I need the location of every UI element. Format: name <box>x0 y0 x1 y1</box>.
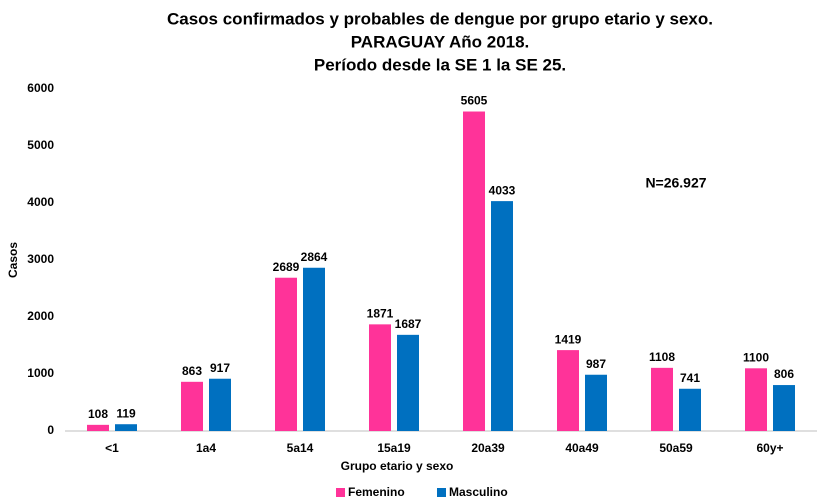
y-tick-label: 5000 <box>27 138 54 152</box>
y-axis-label: Casos <box>6 242 20 278</box>
bar <box>181 381 203 431</box>
bar <box>557 350 579 431</box>
y-tick-label: 6000 <box>27 81 54 95</box>
x-tick-label: 15a19 <box>377 441 411 455</box>
chart-title: Casos confirmados y probables de dengue … <box>167 9 713 28</box>
x-tick-label: 60y+ <box>756 441 783 455</box>
legend-label: Masculino <box>449 485 508 499</box>
data-label: 4033 <box>489 183 516 197</box>
bar <box>275 277 297 431</box>
data-label: 917 <box>210 361 230 375</box>
y-tick-label: 4000 <box>27 195 54 209</box>
bar <box>585 374 607 431</box>
data-label: 119 <box>116 406 136 420</box>
bar <box>679 388 701 431</box>
legend-label: Femenino <box>348 485 405 499</box>
x-tick-label: 50a59 <box>659 441 693 455</box>
bar <box>491 201 513 431</box>
x-tick-label: 40a49 <box>565 441 599 455</box>
bar <box>397 334 419 431</box>
legend-swatch <box>336 488 345 497</box>
data-label: 2864 <box>301 250 328 264</box>
data-label: 1687 <box>395 317 422 331</box>
bar <box>463 111 485 431</box>
annotation: N=26.927 <box>645 175 706 191</box>
bar <box>745 368 767 431</box>
data-label: 108 <box>88 407 108 421</box>
data-label: 806 <box>774 367 794 381</box>
bar <box>209 378 231 431</box>
bar <box>115 424 137 431</box>
data-label: 1419 <box>555 332 582 346</box>
x-tick-label: <1 <box>105 441 119 455</box>
x-tick-label: 5a14 <box>287 441 314 455</box>
data-label: 5605 <box>461 94 488 108</box>
chart-title: PARAGUAY Año 2018. <box>351 32 530 51</box>
data-label: 741 <box>680 371 700 385</box>
x-tick-label: 20a39 <box>471 441 505 455</box>
bar <box>773 385 795 431</box>
data-label: 1108 <box>649 350 675 364</box>
data-label: 1871 <box>367 307 394 321</box>
y-tick-label: 2000 <box>27 309 54 323</box>
data-label: 2689 <box>273 260 300 274</box>
bar <box>303 267 325 431</box>
legend-swatch <box>437 488 446 497</box>
bar <box>369 324 391 431</box>
bar <box>87 424 109 431</box>
chart-title: Período desde la SE 1 la SE 25. <box>314 55 566 74</box>
x-axis-label: Grupo etario y sexo <box>341 459 454 473</box>
y-tick-label: 1000 <box>27 366 54 380</box>
data-label: 1100 <box>743 350 769 364</box>
bar <box>651 367 673 431</box>
y-tick-label: 3000 <box>27 252 54 266</box>
y-tick-label: 0 <box>47 423 54 437</box>
x-tick-label: 1a4 <box>196 441 216 455</box>
data-label: 987 <box>586 357 606 371</box>
data-label: 863 <box>182 364 202 378</box>
